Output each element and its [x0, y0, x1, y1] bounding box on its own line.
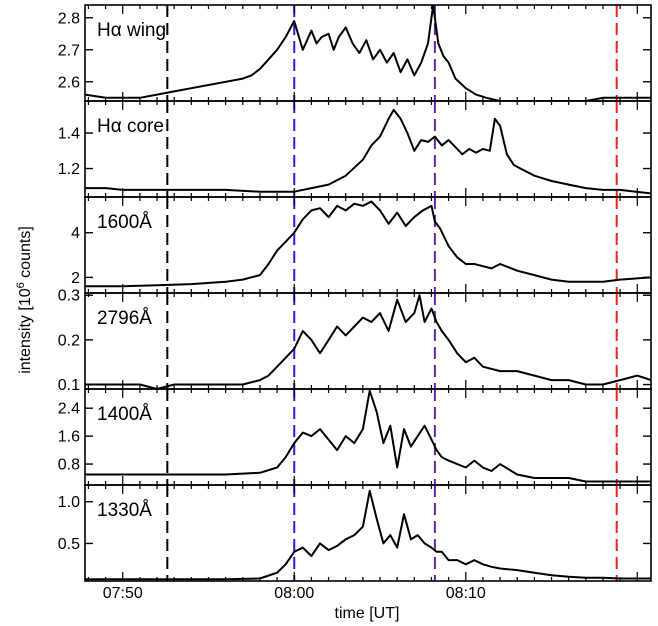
y-tick-label: 2.7	[58, 42, 80, 59]
y-tick-label: 2	[71, 270, 80, 287]
y-tick-label: 1.4	[58, 126, 80, 143]
y-tick-label: 1.0	[58, 494, 80, 511]
series-line	[85, 294, 651, 389]
y-tick-label: 1.2	[58, 161, 80, 178]
panel-frame	[84, 4, 652, 102]
panel-1: 2.6 2.7 2.8 Hα wing	[58, 4, 652, 102]
panel-5: 0.8 1.6 2.4 1400Å	[58, 388, 652, 486]
y-tick-label: 0.3	[58, 288, 80, 305]
panel-label: Hα wing	[97, 20, 166, 41]
series-line	[85, 489, 651, 581]
panel-label: 1600Å	[97, 212, 152, 233]
panel-label: 2796Å	[97, 308, 152, 329]
series-line	[85, 389, 651, 483]
y-tick-label: 4	[71, 225, 80, 242]
panel-3: 2 4 1600Å	[71, 196, 652, 294]
y-axis-title-main: intensity [10	[17, 288, 34, 373]
y-axis-title-exponent: 6	[15, 282, 27, 288]
y-tick-label: 0.5	[58, 536, 80, 553]
x-axis-title: time [UT]	[335, 605, 400, 622]
panel-2: 1.2 1.4 Hα core	[58, 100, 652, 198]
y-tick-label: 0.2	[58, 332, 80, 349]
panel-frame	[84, 100, 652, 198]
y-tick-label: 0.1	[58, 377, 80, 394]
panel-label: Hα core	[97, 116, 164, 137]
panel-frame	[84, 484, 652, 582]
y-axis-title-tail: counts]	[17, 226, 34, 282]
series-line	[85, 200, 651, 288]
y-axis-title: intensity [106 counts]	[15, 226, 34, 374]
panel-frame	[84, 292, 652, 390]
series-line	[85, 5, 651, 101]
panel-4: 0.1 0.2 0.3 2796Å	[58, 288, 652, 394]
x-tick-label: 08:00	[274, 585, 314, 602]
panel-label: 1330Å	[97, 500, 152, 521]
y-tick-label: 2.6	[58, 74, 80, 91]
panel-label: 1400Å	[97, 404, 152, 425]
panel-6: 0.5 1.0 1330Å	[58, 484, 652, 582]
y-tick-label: 1.6	[58, 429, 80, 446]
shared-x-axis: 07:50 08:00 08:10	[103, 585, 486, 602]
x-tick-label: 07:50	[103, 585, 143, 602]
y-tick-label: 2.4	[58, 401, 80, 418]
panel-frame	[84, 196, 652, 294]
y-tick-label: 0.8	[58, 457, 80, 474]
series-line	[85, 108, 651, 195]
y-tick-label: 2.8	[58, 10, 80, 27]
x-tick-label: 08:10	[446, 585, 486, 602]
